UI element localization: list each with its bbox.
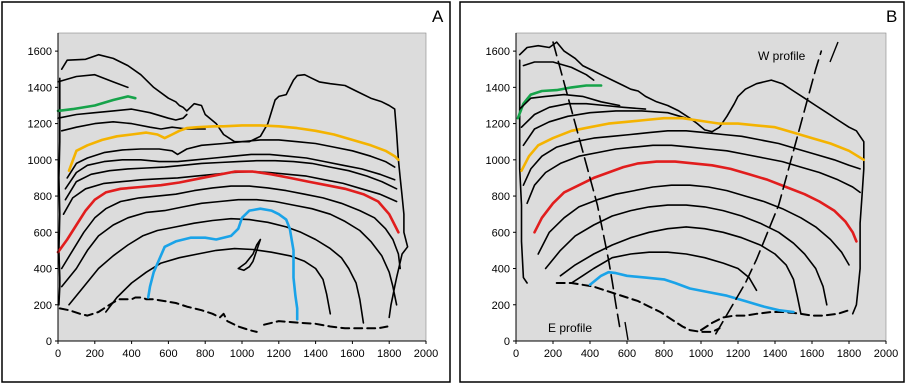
panel-a-y-tick-label-8: 1600 xyxy=(28,46,52,58)
panel-a-y-tick-label-5: 1000 xyxy=(28,155,52,167)
e-profile-annotation: E profile xyxy=(548,321,592,335)
panel-a-x-tick-label-9: 1800 xyxy=(377,348,401,360)
panel-b-x-tick-label-6: 1200 xyxy=(726,348,750,360)
panel-b-x-tick-label-0: 0 xyxy=(513,348,519,360)
panel-b-series-line-0 xyxy=(518,41,865,315)
panel-a-y-tick-label-7: 1400 xyxy=(28,82,52,94)
panel-b-series-line-2 xyxy=(555,282,721,333)
panel-a-x-tick-label-1: 200 xyxy=(86,348,104,360)
panel-a-x-tick-label-7: 1400 xyxy=(303,348,327,360)
panel-b-y-tick-label-0: 0 xyxy=(504,336,510,348)
panel-a-series-line-9 xyxy=(66,139,396,179)
w-profile-annotation: W profile xyxy=(758,49,806,63)
panel-a-y-tick-label-6: 1200 xyxy=(28,119,52,131)
panel-b-series-line-10 xyxy=(522,130,861,186)
panel-a-series-line-13 xyxy=(56,170,400,254)
panel-a-series-line-1 xyxy=(58,77,61,306)
e-profile-leader xyxy=(624,321,629,341)
panel-b-x-tick-label-9: 1800 xyxy=(837,348,861,360)
panel-b: B W profile E profile 0 200 400 600 800 1000 1… xyxy=(459,1,905,383)
panel-a-series-line-19 xyxy=(146,207,299,321)
panel-a-series-line-0 xyxy=(60,53,409,319)
panel-b-series-line-11 xyxy=(526,144,861,205)
panel-b-series-line-1 xyxy=(518,59,528,284)
panel-b-y-tick-label-7: 1400 xyxy=(486,82,510,94)
panel-b-x-tick-label-3: 600 xyxy=(618,348,636,360)
panel-b-x-tick-label-1: 200 xyxy=(544,348,562,360)
panel-b-y-tick-label-5: 1000 xyxy=(486,155,510,167)
panel-a-series-line-2 xyxy=(58,296,258,333)
panel-b-x-tick-label-7: 1400 xyxy=(763,348,787,360)
panel-b-series-line-19 xyxy=(714,50,823,335)
panel-b-series-line-9 xyxy=(520,116,866,172)
panel-b-series-line-14 xyxy=(544,204,828,306)
panel-a-x-tick-label-5: 1000 xyxy=(230,348,254,360)
panel-a-series-line-17 xyxy=(105,247,332,315)
panel-b-series-line-13 xyxy=(537,184,850,266)
panel-a-plot-area xyxy=(58,33,426,341)
panel-b-series-line-8 xyxy=(522,110,688,147)
panel-a-y-tick-label-3: 600 xyxy=(34,227,52,239)
panel-a-series-line-3 xyxy=(263,320,389,330)
panel-a-series-line-5 xyxy=(56,95,137,113)
panel-a-x-tick-label-0: 0 xyxy=(55,348,61,360)
panel-b-y-tick-label-4: 800 xyxy=(492,191,510,203)
panel-a-y-tick-label-0: 0 xyxy=(46,336,52,348)
panel-b-series-line-4 xyxy=(522,61,595,81)
panel-b-series-line-5 xyxy=(516,84,603,120)
panel-b-y-tick-label-2: 400 xyxy=(492,264,510,276)
panel-b-x-tick-label-2: 400 xyxy=(581,348,599,360)
panel-b-series-line-3 xyxy=(700,309,850,332)
panel-b-series-line-17 xyxy=(588,270,795,314)
panel-a-label: A xyxy=(432,7,444,26)
panel-a-y-tick-label-2: 400 xyxy=(34,264,52,276)
panel-b-label: B xyxy=(886,7,897,26)
panel-a-x-tick-label-3: 600 xyxy=(159,348,177,360)
w-profile-leader xyxy=(829,41,839,63)
panel-b-y-tick-label-8: 1600 xyxy=(486,46,510,58)
panel-b-x-tick-label-5: 1000 xyxy=(689,348,713,360)
panel-a-y-tick-label-1: 200 xyxy=(34,300,52,312)
panel-a: A 0 200 400 600 800 1000 1200 1400 1600 1800 2000 0… xyxy=(1,1,451,383)
panel-a-series-line-6 xyxy=(57,108,188,121)
panel-b-y-tick-label-1: 200 xyxy=(492,300,510,312)
panel-a-x-tick-label-10: 2000 xyxy=(414,348,438,360)
panel-a-series-line-14 xyxy=(60,185,402,270)
panel-b-x-tick-label-10: 2000 xyxy=(874,348,898,360)
panel-a-x-tick-label-2: 400 xyxy=(122,348,140,360)
panel-a-series-line-11 xyxy=(64,159,398,201)
panel-b-series-line-7 xyxy=(520,102,647,128)
panel-b-series-line-12 xyxy=(533,160,858,243)
panel-b-x-tick-label-4: 800 xyxy=(655,348,673,360)
panel-a-series-line-18 xyxy=(237,238,262,272)
panel-a-y-tick-label-4: 800 xyxy=(34,191,52,203)
panel-b-y-tick-label-3: 600 xyxy=(492,227,510,239)
panel-a-series-line-15 xyxy=(60,198,398,306)
panel-b-series-line-6 xyxy=(518,93,621,110)
panel-a-x-tick-label-4: 800 xyxy=(196,348,214,360)
panel-a-series-line-10 xyxy=(64,153,396,190)
panel-b-y-tick-label-6: 1200 xyxy=(486,119,510,131)
panel-a-x-tick-label-8: 1600 xyxy=(340,348,364,360)
panel-a-series-line-4 xyxy=(57,73,129,89)
panel-a-series-line-8 xyxy=(67,124,400,172)
panel-b-series-line-16 xyxy=(570,251,758,292)
panel-a-x-tick-label-6: 1200 xyxy=(267,348,291,360)
panel-b-series-line-18 xyxy=(552,41,621,328)
panel-a-series-line-7 xyxy=(60,121,206,132)
panel-b-x-tick-label-8: 1600 xyxy=(800,348,824,360)
